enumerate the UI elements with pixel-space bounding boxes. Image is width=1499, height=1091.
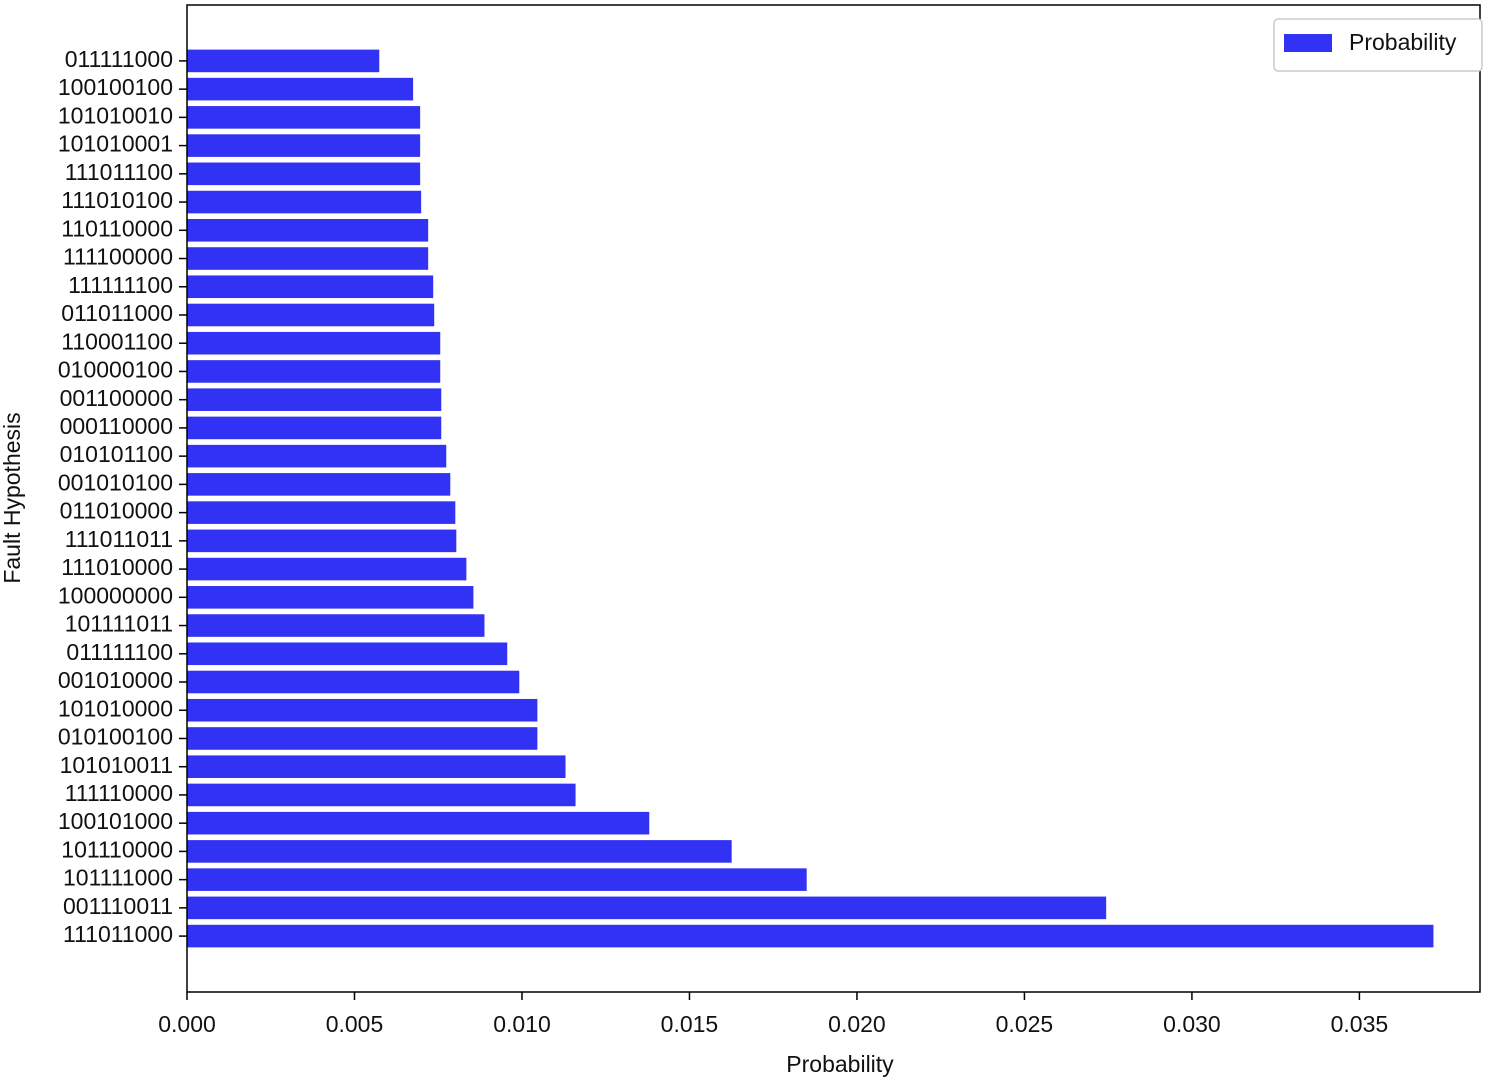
bar	[187, 360, 441, 383]
x-axis-label: Probability	[786, 1051, 894, 1077]
y-tick-label: 111011100	[65, 159, 173, 185]
bar	[187, 134, 421, 157]
y-tick-label: 111111100	[68, 272, 173, 298]
y-tick-label: 101010011	[60, 752, 173, 778]
bar	[187, 303, 435, 327]
x-tick-label: 0.015	[661, 1011, 719, 1037]
y-tick-label: 101010001	[58, 131, 173, 157]
bar	[187, 868, 807, 891]
bar	[187, 811, 650, 835]
y-tick-label: 101111000	[63, 865, 173, 891]
bar	[187, 416, 442, 440]
y-tick-label: 100101000	[58, 808, 173, 834]
bar	[187, 727, 538, 750]
bar	[187, 162, 421, 186]
bar	[187, 77, 414, 101]
x-tick-label: 0.010	[493, 1011, 551, 1037]
bar	[187, 642, 508, 666]
bar	[187, 473, 451, 496]
x-tick-label: 0.030	[1163, 1011, 1221, 1037]
y-tick-label: 111110000	[65, 780, 173, 806]
y-tick-label: 101010000	[58, 695, 173, 721]
bar	[187, 501, 456, 524]
bar	[187, 275, 434, 299]
x-tick-label: 0.025	[996, 1011, 1054, 1037]
y-tick-label: 111010000	[61, 554, 173, 580]
bar	[187, 924, 1434, 948]
bar	[187, 388, 442, 411]
bar	[187, 247, 429, 270]
y-tick-label: 101110000	[61, 836, 173, 862]
y-tick-label: 111011011	[65, 526, 173, 552]
y-tick-label: 010000100	[58, 357, 173, 383]
bar	[187, 444, 447, 468]
y-tick-label: 011010000	[60, 498, 173, 524]
bar	[187, 783, 576, 807]
y-tick-label: 111011000	[63, 921, 173, 947]
y-tick-label: 001010000	[58, 667, 173, 693]
y-tick-label: 101111011	[65, 611, 173, 637]
bar	[187, 219, 429, 242]
y-tick-label: 010101100	[60, 441, 173, 467]
y-tick-label: 111010100	[61, 187, 173, 213]
bar	[187, 614, 485, 637]
legend-box	[1273, 18, 1483, 72]
y-tick-label: 001010100	[58, 469, 173, 495]
x-tick-label: 0.005	[326, 1011, 384, 1037]
y-tick-label: 100100100	[58, 74, 173, 100]
bar	[187, 698, 538, 722]
x-tick-label: 0.035	[1331, 1011, 1389, 1037]
y-tick-label: 111100000	[63, 244, 173, 270]
y-tick-label: 001100000	[60, 385, 173, 411]
y-tick-label: 001110011	[63, 893, 173, 919]
y-axis-label: Fault Hypothesis	[0, 412, 25, 583]
y-tick-label: 010100100	[58, 724, 173, 750]
legend-swatch	[1284, 34, 1332, 52]
bar	[187, 670, 520, 694]
bar	[187, 331, 441, 355]
bar	[187, 190, 422, 214]
bar	[187, 49, 380, 73]
legend-label: Probability	[1349, 29, 1457, 55]
bar	[187, 896, 1107, 920]
bar	[187, 840, 732, 863]
y-tick-label: 100000000	[58, 582, 173, 608]
bar	[187, 755, 566, 778]
plot-frame	[186, 4, 1481, 993]
y-tick-label: 110110000	[61, 215, 173, 241]
bar	[187, 529, 457, 553]
x-tick-label: 0.000	[158, 1011, 216, 1037]
y-tick-label: 110001100	[61, 328, 173, 354]
bar	[187, 557, 467, 581]
y-tick-label: 011111000	[65, 46, 173, 72]
y-tick-label: 011011000	[61, 300, 173, 326]
x-tick-label: 0.020	[828, 1011, 886, 1037]
y-tick-label: 000110000	[60, 413, 173, 439]
y-tick-label: 011111100	[66, 639, 173, 665]
y-tick-label: 101010010	[58, 102, 173, 128]
bar	[187, 106, 421, 129]
bar	[187, 586, 474, 609]
